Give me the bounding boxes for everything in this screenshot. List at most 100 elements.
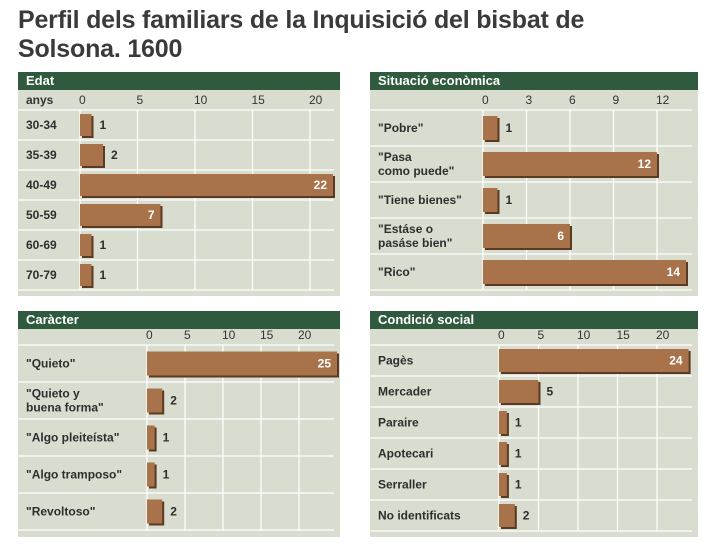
category-label: Pagès: [378, 354, 414, 368]
category-label: Mercader: [378, 385, 432, 399]
x-tick-label: 12: [656, 93, 670, 107]
chart-edat: 0 5 10 15 20 anys 30-34 1 35-39 2 40-49 22 50-59 7 60-…: [18, 93, 335, 291]
value-label: 1: [163, 468, 170, 482]
category-label: "Revoltoso": [26, 505, 95, 519]
value-label: 24: [669, 354, 683, 368]
x-tick-label: 0: [146, 328, 153, 342]
panel-header-situacio-economica: Situació econòmica: [370, 72, 698, 90]
value-label: 1: [515, 478, 522, 492]
bar-edat-0: [80, 114, 92, 136]
category-label: "Rico": [378, 265, 415, 279]
bar-situacio-economica-4: [483, 260, 686, 284]
chart-panel-situacio-economica: Situació econòmica 0 3 6 9 12 "Pobre" 1 "Pasa co…: [370, 72, 698, 296]
category-label: Serraller: [378, 478, 427, 492]
bar-situacio-economica-2: [483, 188, 498, 212]
x-tick-label: 3: [526, 93, 533, 107]
x-tick-label: 5: [137, 93, 144, 107]
value-label: 2: [170, 505, 177, 519]
x-tick-label: 5: [184, 328, 191, 342]
bar-condicio-social-5: [499, 504, 515, 527]
x-tick-label: 0: [498, 328, 505, 342]
x-tick-label: 10: [577, 328, 591, 342]
bar-condicio-social-1: [499, 380, 539, 403]
category-label: 35-39: [26, 148, 57, 162]
value-label: 7: [148, 208, 155, 222]
category-label: "Tiene bienes": [378, 193, 462, 207]
category-label: No identificats: [378, 509, 461, 523]
category-label: "Algo pleiteísta": [26, 431, 119, 445]
value-label: 1: [100, 118, 107, 132]
x-tick-label: 5: [538, 328, 545, 342]
x-tick-label: 20: [298, 328, 312, 342]
page-title: Perfil dels familiars de la Inquisició d…: [18, 6, 585, 63]
category-label: 40-49: [26, 178, 57, 192]
panel-header-caracter: Caràcter: [18, 311, 340, 329]
value-label: 5: [547, 385, 554, 399]
value-label: 1: [163, 431, 170, 445]
value-label: 1: [515, 447, 522, 461]
bar-condicio-social-4: [499, 473, 507, 496]
category-label: 60-69: [26, 238, 57, 252]
bar-situacio-economica-1: [483, 152, 657, 176]
value-label: 1: [506, 121, 513, 135]
bar-edat-3: [80, 204, 161, 226]
value-label: 1: [506, 193, 513, 207]
bar-edat-5: [80, 264, 92, 286]
category-label: "Quieto": [26, 357, 75, 371]
chart-panel-condicio-social: Condició social 0 5 10 15 20 Pagès 24 Mercader 5…: [370, 311, 698, 537]
category-label: "Estáse o pasáse bien": [378, 222, 452, 250]
bar-caracter-2: [147, 425, 155, 450]
bar-edat-2: [80, 174, 333, 196]
category-label: "Algo tramposo": [26, 468, 122, 482]
value-label: 2: [523, 509, 530, 523]
bar-caracter-4: [147, 499, 163, 524]
bar-situacio-economica-3: [483, 224, 570, 248]
chart-panel-caracter: Caràcter 0 5 10 15 20 "Quieto" 25 "Quieto y buen…: [18, 311, 340, 537]
chart-condicio-social: 0 5 10 15 20 Pagès 24 Mercader 5 Paraire 1 Apotecar…: [370, 328, 692, 532]
x-tick-label: 10: [194, 93, 208, 107]
panel-header-edat: Edat: [18, 72, 340, 90]
x-tick-label: 6: [569, 93, 576, 107]
value-label: 1: [100, 238, 107, 252]
value-label: 1: [515, 416, 522, 430]
x-tick-label: 20: [656, 328, 670, 342]
category-label: "Pobre": [378, 121, 423, 135]
value-label: 6: [557, 229, 564, 243]
value-label: 12: [638, 157, 652, 171]
value-label: 22: [314, 178, 328, 192]
x-tick-label: 15: [252, 93, 266, 107]
bar-caracter-0: [147, 351, 337, 376]
category-label: 50-59: [26, 208, 57, 222]
chart-caracter: 0 5 10 15 20 "Quieto" 25 "Quieto y buena forma" 2…: [18, 328, 339, 531]
bar-condicio-social-3: [499, 442, 507, 465]
value-label: 2: [111, 148, 118, 162]
x-tick-label: 20: [309, 93, 323, 107]
x-tick-label: 10: [222, 328, 236, 342]
unit-label: anys: [26, 93, 54, 107]
chart-panel-edat: Edat 0 5 10 15 20 anys 30-34 1 35-39 2 40-49 22 50-5…: [18, 72, 340, 296]
panel-header-condicio-social: Condició social: [370, 311, 698, 329]
category-label: "Quieto y buena forma": [26, 387, 104, 415]
bar-edat-1: [80, 144, 103, 166]
chart-situacio-economica: 0 3 6 9 12 "Pobre" 1 "Pasa como puede" 12 "Tiene b…: [370, 93, 692, 291]
value-label: 2: [170, 394, 177, 408]
x-tick-label: 0: [482, 93, 489, 107]
x-tick-label: 15: [617, 328, 631, 342]
category-label: 30-34: [26, 118, 57, 132]
bar-edat-4: [80, 234, 92, 256]
value-label: 14: [667, 265, 681, 279]
x-tick-label: 15: [260, 328, 274, 342]
bar-situacio-economica-0: [483, 116, 498, 140]
category-label: Apotecari: [378, 447, 433, 461]
bar-caracter-3: [147, 462, 155, 487]
x-tick-label: 9: [613, 93, 620, 107]
value-label: 1: [100, 268, 107, 282]
x-tick-label: 0: [79, 93, 86, 107]
bar-condicio-social-2: [499, 411, 507, 434]
bar-condicio-social-0: [499, 349, 689, 372]
category-label: "Pasa como puede": [378, 150, 454, 178]
category-label: 70-79: [26, 268, 57, 282]
bar-caracter-1: [147, 388, 163, 413]
category-label: Paraire: [378, 416, 419, 430]
value-label: 25: [318, 357, 332, 371]
